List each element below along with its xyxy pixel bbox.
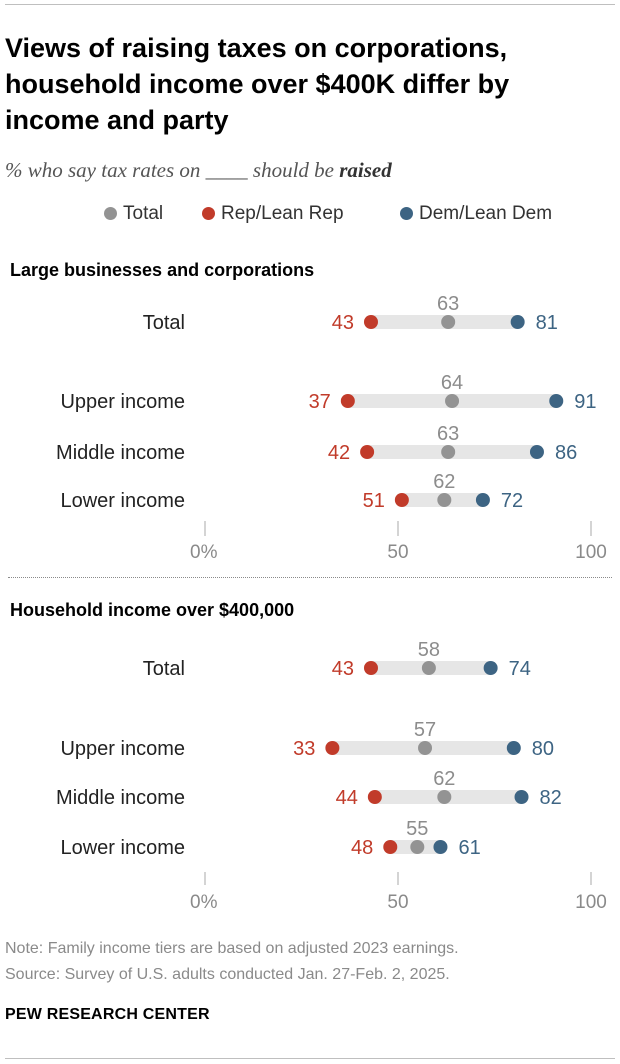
panel2-row3-rep-dot	[367, 790, 382, 804]
panel2-row2-rep-value: 33	[293, 738, 315, 760]
panel1-row3-label: Middle income	[56, 442, 185, 464]
subtitle-emphasis: raised	[339, 158, 392, 182]
panel1-row2-label: Upper income	[60, 391, 185, 413]
panel1-row2-total-value: 64	[441, 372, 463, 394]
legend-label-dem: Dem/Lean Dem	[419, 203, 553, 224]
panel2-row1-label: Total	[143, 658, 185, 680]
dot-plot-chart: Large businesses and corporations Total 63…	[10, 260, 607, 913]
panel2-row4-total-dot	[410, 840, 425, 854]
panel1-row1-dem-value: 81	[536, 312, 558, 334]
panel1-row4-dem-dot	[475, 493, 490, 507]
panel2-row1-rep-value: 43	[332, 658, 354, 680]
legend: Total Rep/Lean Rep Dem/Lean Dem	[0, 200, 620, 228]
panel1-row2-rep-dot	[340, 394, 355, 408]
panel2-row3-label: Middle income	[56, 787, 185, 809]
legend-item-dem: Dem/Lean Dem	[400, 200, 552, 228]
panel1-row1-total-value: 63	[437, 293, 459, 315]
panel2-tick-label-100: 100	[575, 892, 607, 913]
panel-title-1: Large businesses and corporations	[10, 260, 314, 280]
legend-dot-total	[104, 207, 117, 220]
panel2-row3-dem-value: 82	[540, 787, 562, 809]
panel-title-2: Household income over $400,000	[10, 600, 294, 620]
panel1-row3-total-dot	[441, 445, 456, 459]
panel2-row3-rep-value: 44	[336, 787, 358, 809]
panel1-row4-rep-dot	[394, 493, 409, 507]
legend-dot-rep	[202, 207, 215, 220]
panel1-row1-rep-value: 43	[332, 312, 354, 334]
panel2-row2-total-dot	[418, 741, 433, 755]
legend-label-rep: Rep/Lean Rep	[221, 203, 344, 224]
panel1-row4-total-dot	[437, 493, 452, 507]
chart-subtitle: % who say tax rates on ____ should be ra…	[5, 158, 392, 183]
panel-separator	[8, 577, 612, 578]
panel2-row4-total-value: 55	[406, 818, 428, 840]
panel2-row1-total-dot	[421, 661, 436, 675]
panel1-row4-total-value: 62	[433, 471, 455, 493]
panel2-row2-label: Upper income	[60, 738, 185, 760]
panel2-row4-rep-value: 48	[351, 837, 373, 859]
panel2-row1-total-value: 58	[418, 639, 440, 661]
panel2-row3-total-value: 62	[433, 768, 455, 790]
pew-logo-text: PEW RESEARCH CENTER	[5, 1006, 210, 1023]
panel1-row4-dem-value: 72	[501, 490, 523, 512]
top-rule	[5, 4, 615, 5]
panel2-row2-rep-dot	[325, 741, 340, 755]
panel2-tick-label-0: 0%	[190, 892, 218, 913]
legend-item-total: Total	[104, 200, 163, 228]
panel1-row2-total-dot	[445, 394, 460, 408]
panel1-row2-dem-value: 91	[574, 391, 596, 413]
bottom-rule	[5, 1058, 615, 1059]
panel2-row3-total-dot	[437, 790, 452, 804]
panel1-row1-label: Total	[143, 312, 185, 334]
legend-dot-dem	[400, 207, 413, 220]
panel1-row4-rep-value: 51	[363, 490, 385, 512]
panel1-tick-label-100: 100	[575, 542, 607, 563]
panel1-row3-rep-dot	[360, 445, 375, 459]
panel2-row4-dem-value: 61	[458, 837, 480, 859]
panel2-row2-dem-value: 80	[532, 738, 554, 760]
panel2-row1-rep-dot	[363, 661, 378, 675]
panel1-row1-dem-dot	[510, 315, 525, 329]
panel1-row3-total-value: 63	[437, 423, 459, 445]
panel2-row1-dem-value: 74	[509, 658, 531, 680]
subtitle-text: % who say tax rates on ____ should be	[5, 158, 340, 182]
panel2-row3-dem-dot	[514, 790, 529, 804]
panel1-row3-dem-dot	[529, 445, 544, 459]
panel1-row2-dem-dot	[549, 394, 564, 408]
panel1-row3-dem-value: 86	[555, 442, 577, 464]
panel2-tick-label-50: 50	[387, 892, 408, 913]
panel1-tick-label-50: 50	[387, 542, 408, 563]
panel1-row3-rep-value: 42	[328, 442, 350, 464]
panel2-row4-dem-dot	[433, 840, 448, 854]
legend-label-total: Total	[123, 203, 164, 224]
panel2-row4-rep-dot	[383, 840, 398, 854]
panel1-tick-label-0: 0%	[190, 542, 218, 563]
panel2-row2-total-value: 57	[414, 719, 436, 741]
panel2-row1-dem-dot	[483, 661, 498, 675]
panel2-row4-label: Lower income	[60, 837, 185, 859]
note-text: Note: Family income tiers are based on a…	[5, 940, 459, 957]
panel1-row4-label: Lower income	[60, 490, 185, 512]
legend-item-rep: Rep/Lean Rep	[202, 200, 344, 228]
panel1-row1-total-dot	[441, 315, 456, 329]
panel2-row2-dem-dot	[506, 741, 521, 755]
panel1-row2-rep-value: 37	[309, 391, 331, 413]
panel1-row1-rep-dot	[363, 315, 378, 329]
chart-title: Views of raising taxes on corporations, …	[5, 33, 510, 135]
source-text: Source: Survey of U.S. adults conducted …	[5, 966, 450, 983]
